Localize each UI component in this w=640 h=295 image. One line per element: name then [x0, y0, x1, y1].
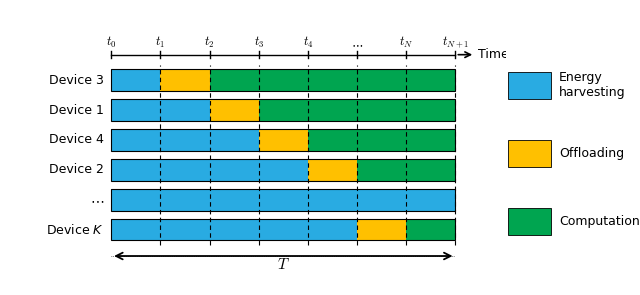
Text: $t_0$: $t_0$	[106, 35, 116, 50]
Text: Device 2: Device 2	[49, 163, 104, 176]
Bar	[508, 72, 550, 99]
Bar	[209, 69, 456, 91]
Text: $t_3$: $t_3$	[253, 35, 264, 50]
Bar	[308, 159, 357, 181]
Bar	[111, 159, 308, 181]
Text: $\cdots$: $\cdots$	[351, 37, 363, 50]
Bar	[111, 189, 456, 211]
Text: $\cdots$: $\cdots$	[90, 193, 104, 207]
Bar	[111, 99, 456, 121]
Text: Device 3: Device 3	[49, 74, 104, 87]
Bar	[508, 208, 550, 235]
Bar	[209, 99, 259, 121]
Bar	[111, 219, 357, 240]
Bar	[111, 129, 259, 151]
Bar	[259, 99, 456, 121]
Bar	[111, 129, 456, 151]
Text: $T$: $T$	[277, 257, 290, 272]
Text: Device $K$: Device $K$	[46, 223, 104, 237]
Bar	[111, 189, 456, 211]
Text: $t_4$: $t_4$	[303, 35, 313, 50]
Text: Device 1: Device 1	[49, 104, 104, 117]
Bar	[357, 159, 456, 181]
Text: $t_2$: $t_2$	[204, 35, 215, 50]
Bar	[259, 129, 308, 151]
Bar	[357, 219, 406, 240]
Bar	[161, 69, 209, 91]
Bar	[308, 129, 456, 151]
Bar	[111, 69, 161, 91]
Text: Energy
harvesting: Energy harvesting	[559, 71, 626, 99]
Bar	[111, 69, 456, 91]
Text: Offloading: Offloading	[559, 147, 624, 160]
Text: $t_{N+1}$: $t_{N+1}$	[442, 35, 469, 50]
Text: $t_N$: $t_N$	[399, 35, 413, 50]
Text: Time: Time	[477, 48, 508, 61]
Text: $t_1$: $t_1$	[156, 35, 166, 50]
Bar	[111, 99, 209, 121]
Bar	[111, 219, 456, 240]
Text: Device 4: Device 4	[49, 133, 104, 146]
Bar	[508, 140, 550, 167]
Bar	[406, 219, 456, 240]
Text: Computation: Computation	[559, 215, 640, 228]
Bar	[111, 159, 456, 181]
